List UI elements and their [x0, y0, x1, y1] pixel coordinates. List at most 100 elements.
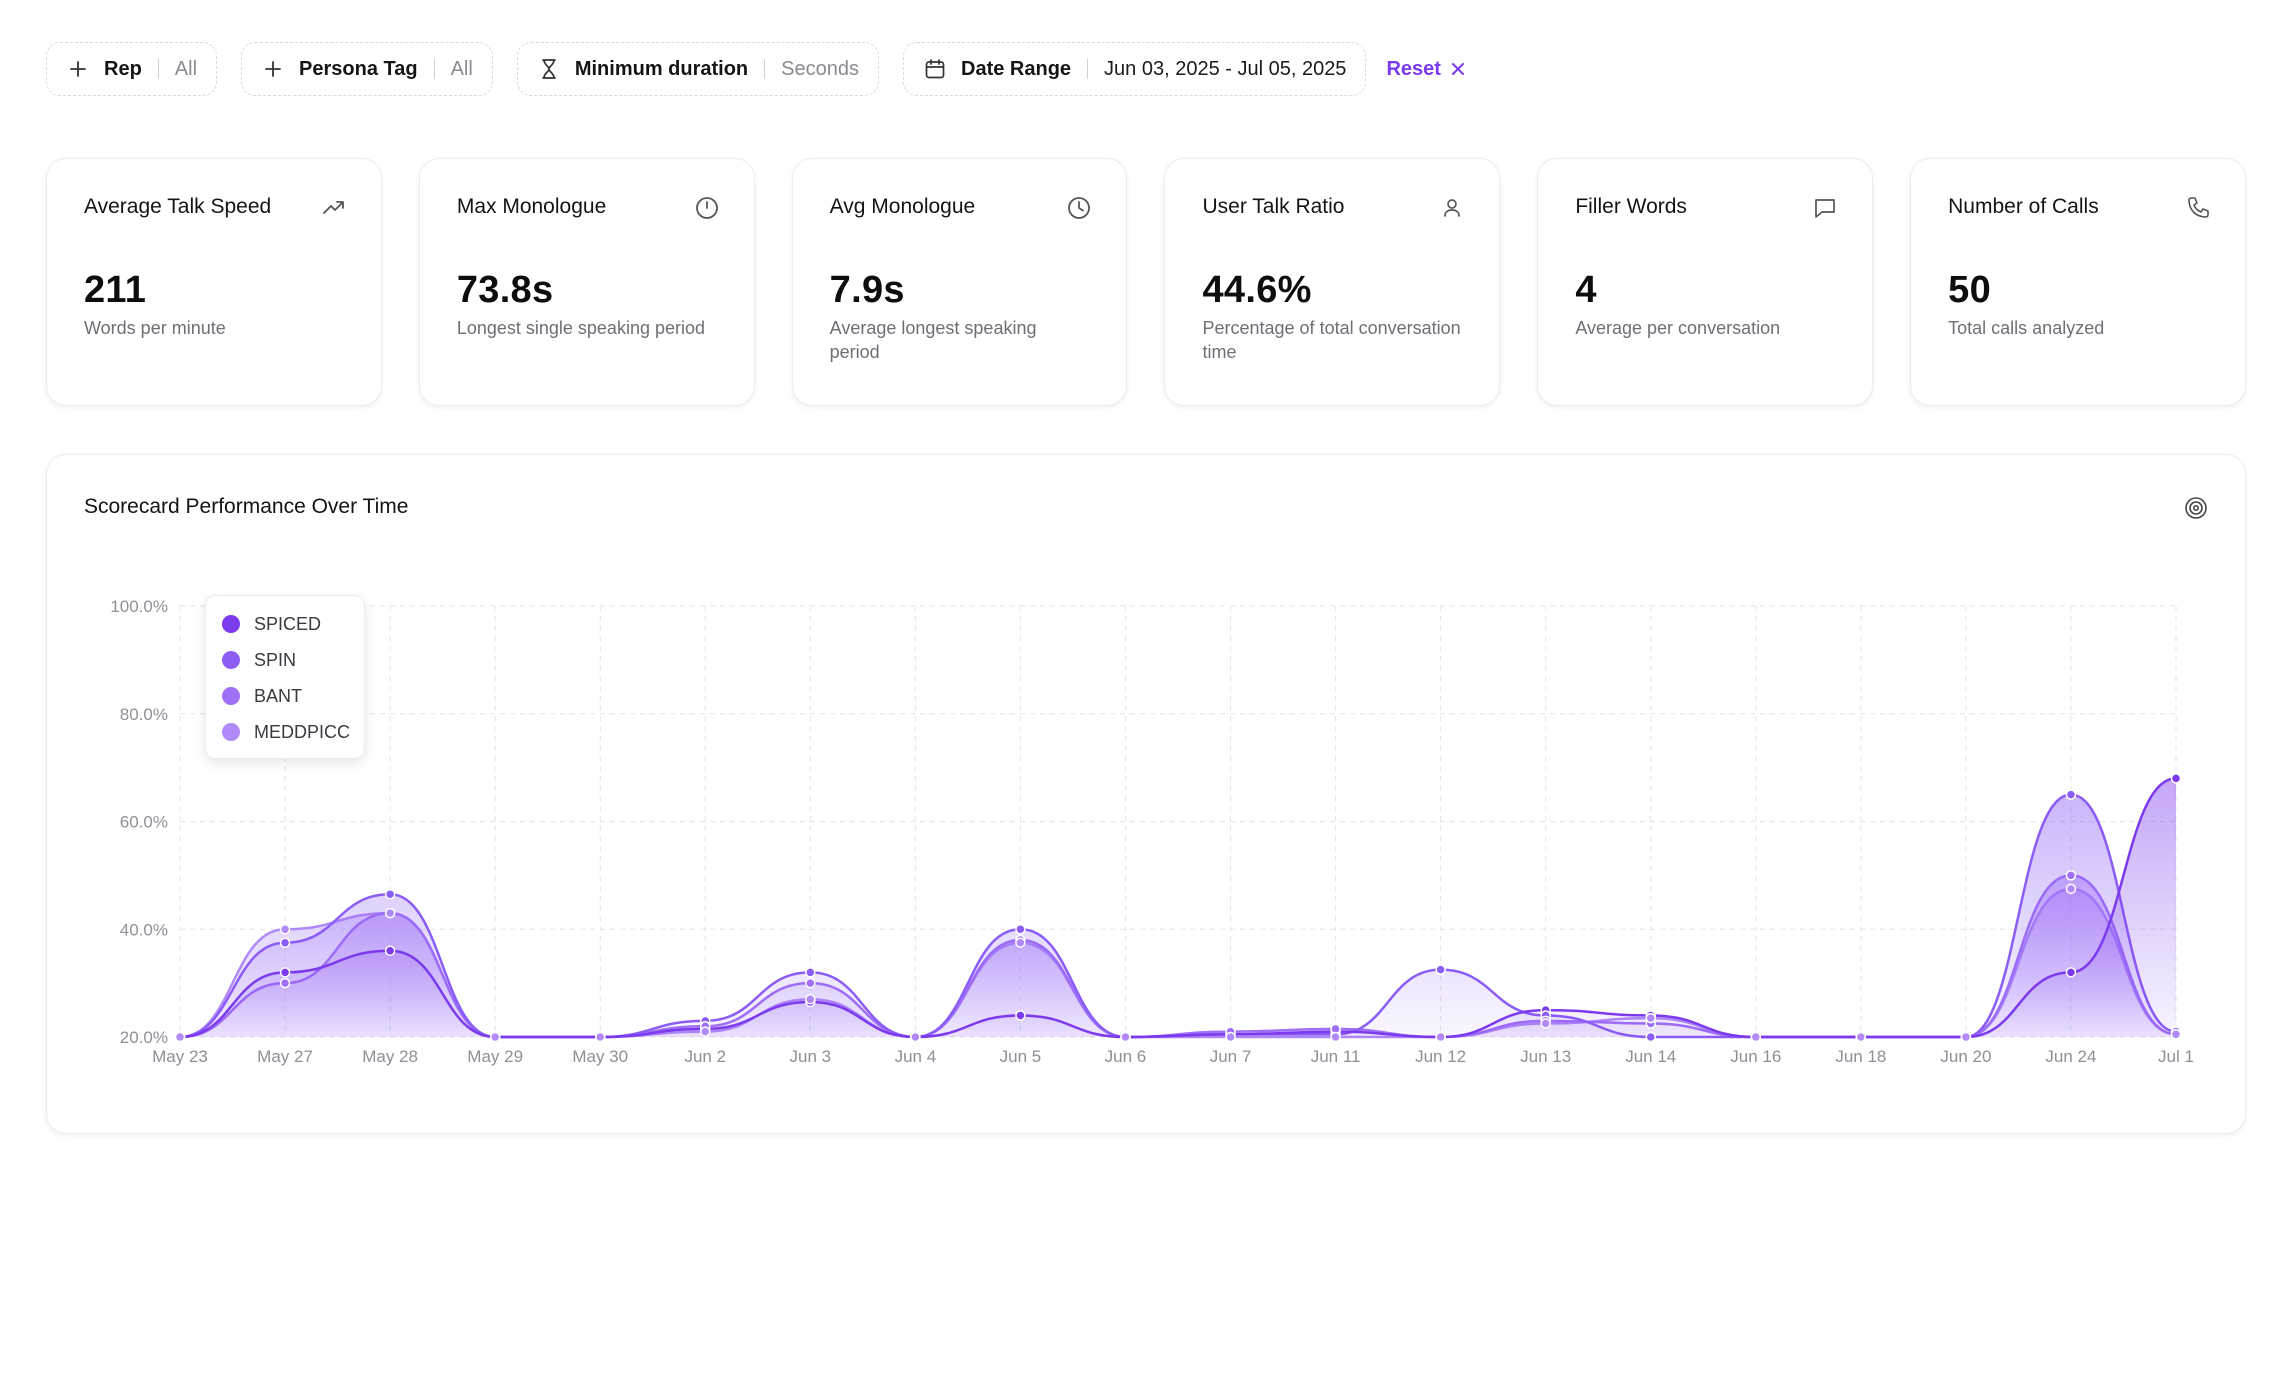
- data-point-meddpicc: [1855, 1031, 1867, 1043]
- card-title: Average Talk Speed: [84, 195, 272, 218]
- x-tick-label: May 29: [467, 1047, 523, 1066]
- card-value: 211: [84, 269, 147, 311]
- hourglass-icon: [537, 57, 561, 81]
- data-point-meddpicc: [910, 1031, 921, 1043]
- x-tick-label: Jun 16: [1730, 1047, 1781, 1066]
- x-tick-label: May 23: [152, 1047, 208, 1066]
- scorecard-performance-chart-card: Scorecard Performance Over Time 20.0% 40.…: [46, 454, 2246, 1134]
- legend-marker: [222, 723, 240, 741]
- kpi-cards: Average Talk Speed 211 Words per minute …: [46, 158, 2246, 406]
- rep-filter-value: All: [174, 57, 198, 80]
- persona-tag-filter[interactable]: Persona Tag All: [241, 42, 493, 96]
- data-point-meddpicc: [1750, 1031, 1762, 1043]
- data-point-meddpicc: [1120, 1031, 1131, 1043]
- number-of-calls-card: Number of Calls 50 Total calls analyzed: [1910, 158, 2246, 406]
- card-subtitle: Longest single speaking period: [456, 318, 706, 338]
- chart-legend: SPICED SPIN BANT MEDDPICC: [205, 595, 365, 759]
- x-tick-label: Jun 18: [1835, 1047, 1886, 1066]
- legend-label: SPIN: [254, 649, 297, 670]
- series-line-bant: [179, 874, 2177, 1039]
- data-point-meddpicc: [489, 1031, 501, 1043]
- legend-item-bant[interactable]: BANT: [222, 678, 364, 714]
- avg-monologue-card: Avg Monologue 7.9s Average longest speak…: [791, 158, 1128, 406]
- series-area-spiced: [180, 778, 2176, 1037]
- legend-item-spin[interactable]: SPIN: [222, 642, 364, 678]
- data-point-meddpicc: [279, 924, 291, 935]
- data-point-meddpicc: [700, 1026, 711, 1037]
- data-point-spin: [279, 937, 291, 948]
- legend-label: BANT: [254, 685, 303, 706]
- data-point-spiced: [2065, 967, 2077, 978]
- user-icon: [1444, 199, 1461, 217]
- date-range-value: Jun 03, 2025 - Jul 05, 2025: [1104, 57, 1347, 80]
- date-range-filter[interactable]: Date Range Jun 03, 2025 - Jul 05, 2025: [903, 42, 1367, 96]
- close-icon: [1451, 63, 1464, 75]
- y-tick-label: 20.0%: [120, 1028, 168, 1047]
- scorecard-area-chart: 20.0% 40.0% 60.0% 80.0% 100.0% May 23 May 27 Ma…: [110, 597, 2194, 1066]
- x-tick-label: Jun 7: [1210, 1047, 1252, 1066]
- divider: [433, 59, 435, 79]
- card-value: 73.8s: [456, 269, 554, 311]
- card-title: Max Monologue: [456, 195, 607, 218]
- data-point-spin: [1645, 1031, 1656, 1043]
- data-point-spiced: [2170, 773, 2182, 784]
- minimum-duration-value: Seconds: [781, 57, 859, 80]
- plus-icon: [66, 57, 90, 81]
- data-point-meddpicc: [1645, 1012, 1656, 1024]
- data-point-spiced: [384, 945, 396, 957]
- card-value: 50: [1948, 269, 1992, 311]
- data-point-meddpicc: [594, 1031, 606, 1043]
- series-line-spiced: [179, 777, 2177, 1039]
- minimum-duration-label: Minimum duration: [574, 57, 749, 80]
- card-value: 4: [1575, 269, 1597, 311]
- card-value: 44.6%: [1202, 269, 1312, 311]
- card-subtitle: Percentage of total conversation time: [1202, 318, 1461, 362]
- plus-icon: [261, 57, 285, 81]
- chart-title: Scorecard Performance Over Time: [84, 495, 409, 518]
- x-tick-label: Jun 11: [1311, 1047, 1361, 1066]
- target-icon[interactable]: [2183, 495, 2209, 521]
- persona-tag-filter-value: All: [450, 57, 473, 80]
- data-point-meddpicc: [2170, 1029, 2182, 1040]
- reset-button[interactable]: Reset: [1386, 58, 1466, 81]
- divider: [1087, 59, 1089, 79]
- x-tick-label: Jun 24: [2045, 1047, 2096, 1066]
- divider: [157, 59, 159, 79]
- legend-label: SPICED: [254, 613, 322, 634]
- data-point-spin: [2065, 789, 2077, 800]
- stopwatch-icon: [695, 197, 718, 219]
- rep-filter[interactable]: Rep All: [46, 42, 218, 96]
- trending-up-icon: [322, 201, 344, 214]
- data-point-meddpicc: [1225, 1031, 1236, 1043]
- x-tick-label: Jun 14: [1625, 1047, 1676, 1066]
- card-title: Filler Words: [1575, 195, 1687, 218]
- x-tick-label: May 28: [362, 1047, 418, 1066]
- message-icon: [1815, 199, 1835, 218]
- data-point-spin: [384, 888, 396, 900]
- x-tick-label: Jun 5: [1000, 1047, 1042, 1066]
- x-tick-label: Jun 20: [1940, 1047, 1991, 1066]
- x-tick-label: Jun 3: [790, 1047, 832, 1066]
- data-point-meddpicc: [1435, 1031, 1446, 1043]
- legend-item-spiced[interactable]: SPICED: [222, 606, 364, 642]
- filter-bar: Rep All Persona Tag All Minimum duration…: [46, 42, 1467, 96]
- data-point-meddpicc: [1015, 937, 1026, 948]
- data-point-bant: [805, 977, 816, 989]
- reset-label: Reset: [1386, 57, 1441, 80]
- data-point-spin: [805, 967, 816, 978]
- max-monologue-card: Max Monologue 73.8s Longest single speak…: [418, 158, 755, 406]
- card-title: Avg Monologue: [829, 195, 976, 218]
- series-line-meddpicc: [179, 887, 2177, 1039]
- data-point-spin: [1015, 924, 1026, 935]
- data-point-bant: [2065, 870, 2077, 881]
- data-point-meddpicc: [2065, 883, 2077, 895]
- series-area-spin: [180, 794, 2176, 1037]
- card-value: 7.9s: [829, 269, 905, 311]
- filler-words-card: Filler Words 4 Average per conversation: [1537, 158, 1874, 406]
- y-tick-label: 80.0%: [120, 705, 168, 724]
- data-point-bant: [279, 977, 291, 989]
- average-talk-speed-card: Average Talk Speed 211 Words per minute: [46, 158, 382, 406]
- minimum-duration-filter[interactable]: Minimum duration Seconds: [516, 42, 879, 96]
- legend-item-meddpicc[interactable]: MEDDPICC: [222, 714, 364, 750]
